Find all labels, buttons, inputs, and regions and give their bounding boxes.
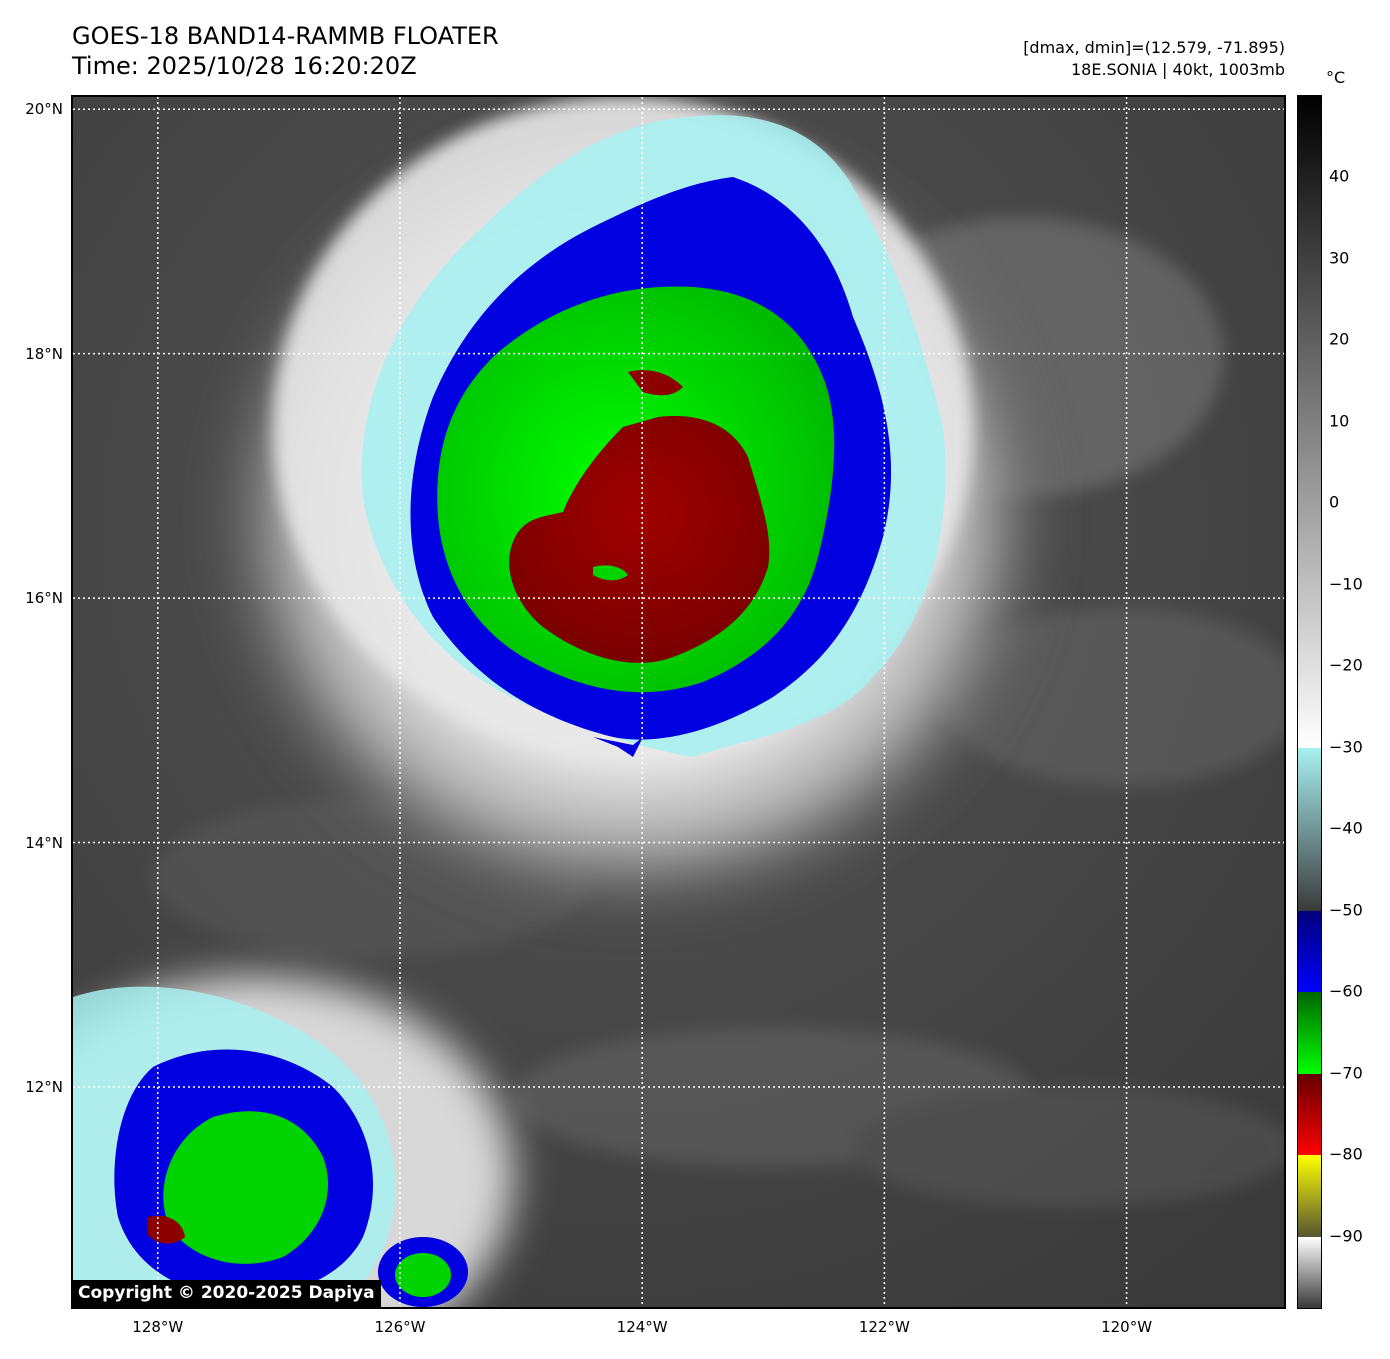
- longitude-label: 120°W: [1101, 1318, 1153, 1336]
- satellite-image-map: [71, 95, 1286, 1309]
- colorbar-tick-label: −20: [1329, 655, 1363, 675]
- latitude-label: 12°N: [25, 1078, 63, 1096]
- colorbar-segment: [1298, 992, 1321, 1075]
- colorbar-segment: [1298, 747, 1321, 912]
- longitude-label: 128°W: [132, 1318, 184, 1336]
- colorbar-tick-label: −50: [1329, 900, 1363, 920]
- storm-info-text: 18E.SONIA | 40kt, 1003mb: [1070, 60, 1285, 79]
- colorbar-segment: [1298, 1236, 1321, 1308]
- infrared-imagery: [73, 97, 1284, 1307]
- colorbar-tick-label: 0: [1329, 492, 1340, 512]
- main-storm-cloud-shield: [203, 97, 1063, 927]
- colorbar-segment: [1298, 1073, 1321, 1156]
- copyright-label: Copyright © 2020-2025 Dapiya: [72, 1280, 381, 1307]
- temperature-colorbar: [1297, 95, 1322, 1309]
- latitude-label: 14°N: [25, 833, 63, 852]
- longitude-label: 122°W: [858, 1318, 910, 1336]
- colorbar-tick-label: −90: [1329, 1226, 1363, 1246]
- colorbar-tick-label: 30: [1329, 248, 1350, 268]
- colorbar-segment: [1298, 1155, 1321, 1238]
- colorbar-tick-label: −70: [1329, 1063, 1363, 1083]
- map-title: GOES-18 BAND14-RAMMB FLOATER: [72, 22, 499, 50]
- longitude-label: 126°W: [374, 1318, 426, 1336]
- colorbar-segment: [1298, 910, 1321, 993]
- map-timestamp: Time: 2025/10/28 16:20:20Z: [72, 52, 417, 80]
- latitude-label: 16°N: [25, 589, 63, 608]
- colorbar-tick-label: 10: [1329, 411, 1350, 431]
- latitude-label: 18°N: [25, 344, 63, 363]
- coldest-cloud-tops: [509, 416, 770, 663]
- colorbar-tick-label: −30: [1329, 737, 1363, 757]
- graticule: [73, 97, 1284, 1307]
- longitude-label: 124°W: [616, 1318, 668, 1336]
- colorbar-tick-label: −80: [1329, 1144, 1363, 1164]
- secondary-storm-cluster: [73, 977, 513, 1307]
- colorbar-tick-label: −60: [1329, 981, 1363, 1001]
- colorbar-unit: °C: [1326, 68, 1346, 87]
- data-range-text: [dmax, dmin]=(12.579, -71.895): [1023, 38, 1285, 57]
- colorbar-segment: [1298, 96, 1321, 749]
- colorbar-tick-label: 20: [1329, 329, 1350, 349]
- latitude-label: 20°N: [25, 100, 63, 119]
- colorbar-tick-label: −40: [1329, 818, 1363, 838]
- colorbar-tick-label: 40: [1329, 166, 1350, 186]
- colorbar-tick-label: −10: [1329, 574, 1363, 594]
